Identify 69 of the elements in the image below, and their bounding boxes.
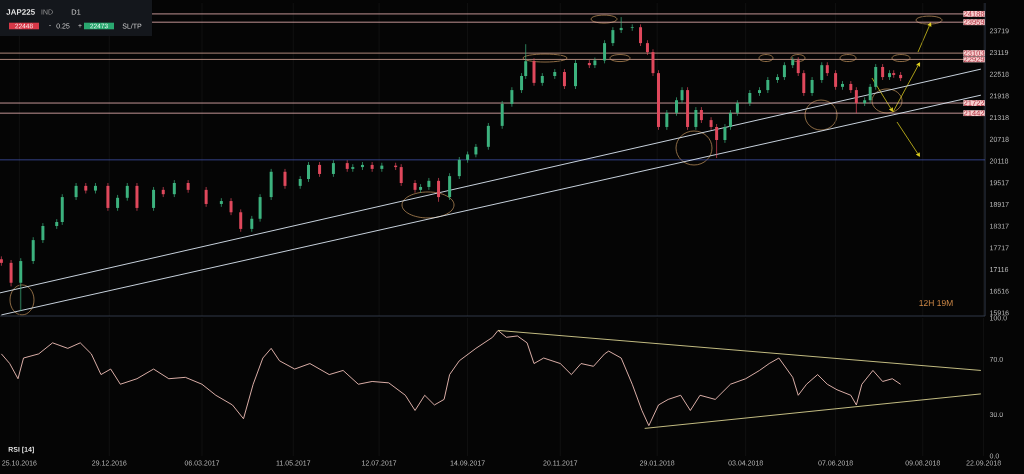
candlestick — [657, 69, 661, 131]
candlestick — [448, 172, 452, 201]
candlestick — [9, 259, 13, 287]
candlestick — [796, 56, 800, 77]
candlestick — [74, 182, 78, 201]
text: JAP225 — [6, 9, 35, 15]
candlestick — [820, 61, 824, 84]
candlestick — [524, 43, 528, 80]
candlestick — [854, 86, 858, 114]
candlestick — [239, 209, 243, 233]
candlestick — [874, 63, 878, 91]
candlestick — [680, 86, 684, 104]
annotation: 12H 19M — [919, 300, 953, 306]
candlestick — [219, 197, 223, 208]
candlestick — [152, 186, 156, 212]
candlestick — [380, 162, 384, 173]
candlestick — [593, 57, 597, 69]
candlestick — [427, 177, 431, 191]
candlestick — [437, 177, 441, 203]
candlestick — [41, 222, 45, 244]
candlestick — [709, 116, 713, 131]
candlestick — [630, 23, 634, 32]
candlestick — [457, 156, 461, 180]
candlestick — [283, 168, 287, 190]
candlestick — [204, 186, 208, 208]
candlestick — [834, 69, 838, 91]
candlestick — [665, 109, 669, 131]
line-series — [0, 329, 902, 427]
candlestick — [810, 76, 814, 97]
candlestick — [413, 179, 417, 194]
candlestick — [19, 257, 23, 312]
candlestick — [399, 163, 403, 187]
candlestick — [370, 161, 374, 173]
candlestick — [269, 168, 273, 201]
candlestick — [106, 182, 110, 212]
candlestick — [603, 39, 607, 64]
candlestick — [841, 80, 845, 91]
candlestick — [258, 193, 262, 223]
candlestick — [863, 96, 867, 107]
candlestick — [562, 68, 566, 90]
candlestick — [686, 86, 690, 131]
candlestick — [419, 183, 423, 194]
candlestick — [500, 100, 504, 130]
candlestick — [31, 236, 35, 265]
candlestick — [351, 163, 355, 173]
candlestick — [135, 182, 139, 212]
candlestick — [715, 123, 719, 159]
candlestick — [60, 193, 64, 226]
candlestick — [307, 161, 311, 183]
candlestick — [728, 109, 732, 131]
candlestick — [611, 26, 615, 47]
candlestick — [723, 123, 727, 144]
candlestick — [758, 86, 762, 97]
candlestick — [486, 122, 490, 151]
candlestick — [532, 57, 536, 87]
candlestick — [899, 71, 903, 82]
candlestick — [776, 73, 779, 84]
candlestick — [651, 48, 655, 77]
candlestick — [868, 83, 872, 104]
candlestick — [510, 86, 514, 108]
candlestick — [675, 96, 678, 117]
candlestick — [474, 143, 478, 158]
candlestick — [639, 23, 643, 47]
candlestick — [892, 69, 896, 79]
candlestick — [694, 106, 698, 131]
candlestick — [802, 69, 806, 97]
candlestick — [229, 197, 233, 216]
candlestick — [520, 72, 524, 94]
candlestick — [574, 59, 578, 90]
